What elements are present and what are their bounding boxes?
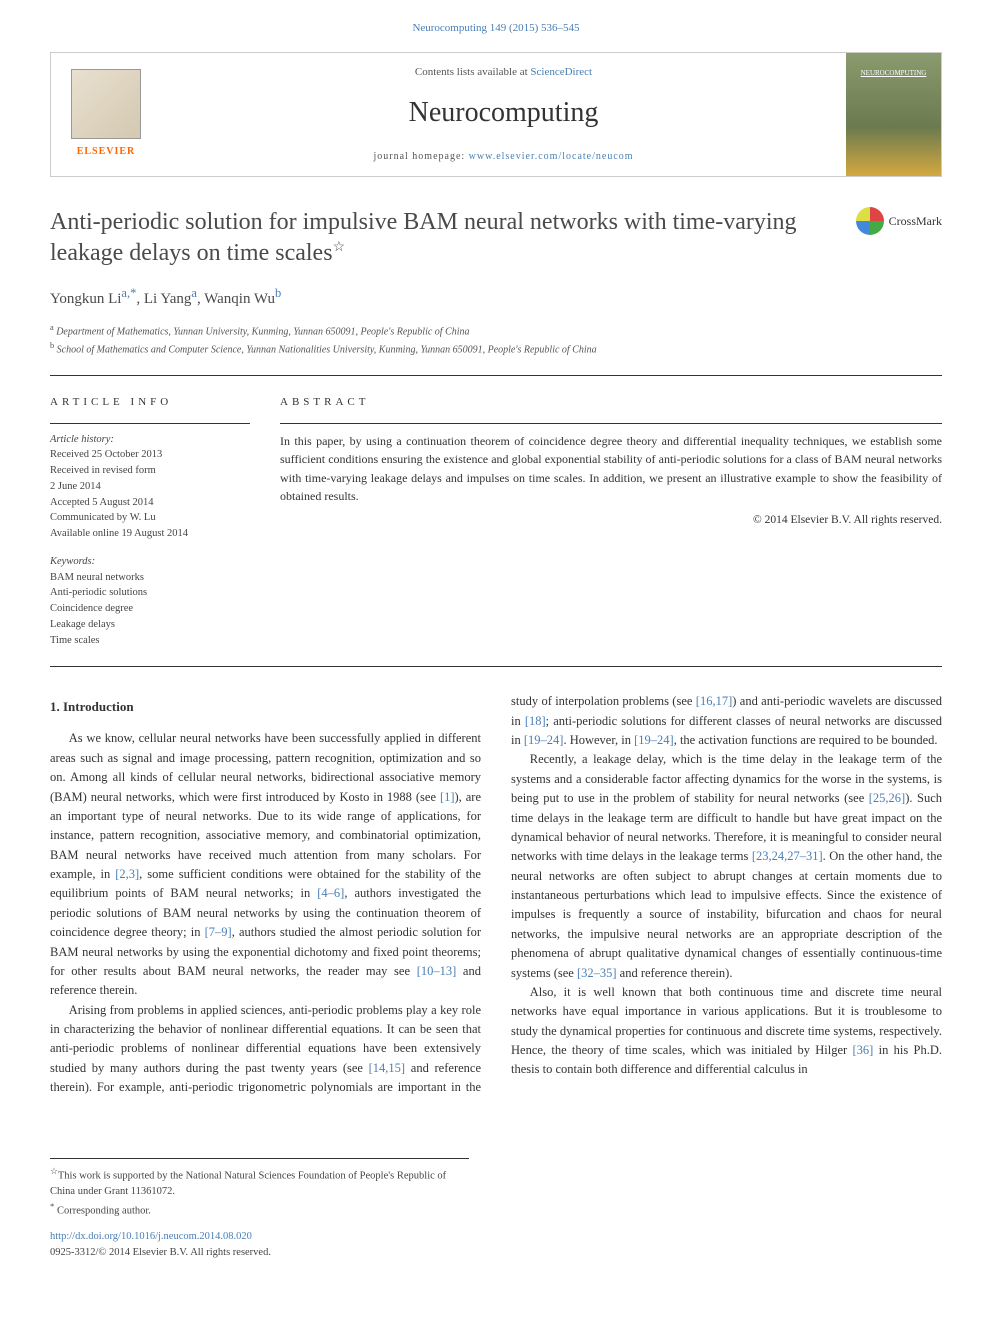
crossmark-label: CrossMark [889, 212, 942, 230]
funding-footnote: ☆This work is supported by the National … [50, 1165, 469, 1200]
author-1-sup[interactable]: a, [121, 291, 130, 307]
abstract-copyright: © 2014 Elsevier B.V. All rights reserved… [280, 512, 942, 529]
contents-prefix: Contents lists available at [415, 66, 530, 78]
crossmark-badge[interactable]: CrossMark [842, 207, 942, 235]
article-history: Article history: Received 25 October 201… [50, 432, 250, 649]
footnotes: ☆This work is supported by the National … [50, 1158, 469, 1219]
doi-link[interactable]: http://dx.doi.org/10.1016/j.neucom.2014.… [50, 1231, 252, 1242]
ref-25-26[interactable]: [25,26] [869, 791, 905, 805]
section-1-heading: 1. Introduction [50, 697, 481, 717]
authors-line: Yongkun Lia,*, Li Yanga, Wanqin Wub [50, 284, 942, 311]
keyword-4: Leakage delays [50, 617, 250, 633]
received-date: Received 25 October 2013 [50, 447, 250, 463]
rule-top [50, 375, 942, 376]
citation-line: Neurocomputing 149 (2015) 536–545 [50, 20, 942, 37]
ref-18[interactable]: [18] [525, 714, 546, 728]
paragraph-3: Recently, a leakage delay, which is the … [511, 750, 942, 983]
cover-label: NEUROCOMPUTING [851, 68, 936, 79]
ref-1[interactable]: [1] [440, 790, 455, 804]
ref-36[interactable]: [36] [853, 1043, 874, 1057]
ref-19-24a[interactable]: [19–24] [524, 733, 564, 747]
affiliations: a Department of Mathematics, Yunnan Univ… [50, 322, 942, 357]
rule-bottom [50, 666, 942, 667]
crossmark-icon [856, 207, 884, 235]
sciencedirect-link[interactable]: ScienceDirect [530, 66, 592, 78]
ref-14-15[interactable]: [14,15] [369, 1061, 405, 1075]
journal-header: ELSEVIER Contents lists available at Sci… [50, 52, 942, 177]
title-footnote-star: ☆ [333, 240, 346, 255]
online-date: Available online 19 August 2014 [50, 526, 250, 542]
revised-line1: Received in revised form [50, 463, 250, 479]
ref-4-6[interactable]: [4–6] [317, 886, 344, 900]
keyword-2: Anti-periodic solutions [50, 585, 250, 601]
title-row: Anti-periodic solution for impulsive BAM… [50, 207, 942, 269]
ref-19-24b[interactable]: [19–24] [634, 733, 674, 747]
keyword-5: Time scales [50, 633, 250, 649]
article-info-heading: ARTICLE INFO [50, 394, 250, 411]
body-text: 1. Introduction As we know, cellular neu… [50, 692, 942, 1097]
paragraph-1: As we know, cellular neural networks hav… [50, 729, 481, 1000]
paragraph-4: Also, it is well known that both continu… [511, 983, 942, 1080]
homepage-line: journal homepage: www.elsevier.com/locat… [373, 149, 633, 164]
abstract-text: In this paper, by using a continuation t… [280, 432, 942, 506]
keyword-1: BAM neural networks [50, 570, 250, 586]
doi-line: http://dx.doi.org/10.1016/j.neucom.2014.… [50, 1229, 942, 1245]
abstract-col: ABSTRACT In this paper, by using a conti… [280, 394, 942, 648]
info-rule [50, 423, 250, 424]
elsevier-label: ELSEVIER [77, 144, 136, 159]
ref-7-9[interactable]: [7–9] [205, 925, 232, 939]
elsevier-logo[interactable]: ELSEVIER [51, 53, 161, 176]
funding-star: ☆ [50, 1166, 58, 1176]
article-info-col: ARTICLE INFO Article history: Received 2… [50, 394, 250, 648]
info-abstract-row: ARTICLE INFO Article history: Received 2… [50, 394, 942, 648]
history-label: Article history: [50, 432, 250, 448]
title-text: Anti-periodic solution for impulsive BAM… [50, 209, 797, 266]
article-title: Anti-periodic solution for impulsive BAM… [50, 207, 842, 269]
corr-star: * [50, 1201, 54, 1211]
homepage-prefix: journal homepage: [373, 151, 468, 162]
affiliation-a: a Department of Mathematics, Yunnan Univ… [50, 322, 942, 339]
author-3-sup[interactable]: b [275, 291, 281, 307]
abstract-rule [280, 423, 942, 424]
header-middle: Contents lists available at ScienceDirec… [161, 53, 846, 176]
accepted-date: Accepted 5 August 2014 [50, 495, 250, 511]
communicated-by: Communicated by W. Lu [50, 510, 250, 526]
contents-available-line: Contents lists available at ScienceDirec… [415, 64, 592, 81]
elsevier-tree-icon [71, 69, 141, 139]
homepage-link[interactable]: www.elsevier.com/locate/neucom [469, 151, 634, 162]
corresponding-footnote: * Corresponding author. [50, 1200, 469, 1219]
journal-title: Neurocomputing [409, 92, 599, 134]
author-3: , Wanqin Wu [197, 291, 275, 307]
keywords-label: Keywords: [50, 554, 250, 570]
abstract-heading: ABSTRACT [280, 394, 942, 411]
ref-2-3[interactable]: [2,3] [115, 867, 139, 881]
issn-copyright: 0925-3312/© 2014 Elsevier B.V. All right… [50, 1245, 942, 1261]
keyword-3: Coincidence degree [50, 601, 250, 617]
revised-line2: 2 June 2014 [50, 479, 250, 495]
author-1: Yongkun Li [50, 291, 121, 307]
affiliation-b: b School of Mathematics and Computer Sci… [50, 340, 942, 357]
ref-32-35[interactable]: [32–35] [577, 966, 617, 980]
author-2: , Li Yang [136, 291, 191, 307]
ref-16-17[interactable]: [16,17] [696, 694, 732, 708]
ref-23-31[interactable]: [23,24,27–31] [752, 849, 823, 863]
page-container: Neurocomputing 149 (2015) 536–545 ELSEVI… [0, 0, 992, 1290]
ref-10-13[interactable]: [10–13] [417, 964, 457, 978]
journal-cover[interactable]: NEUROCOMPUTING [846, 53, 941, 176]
